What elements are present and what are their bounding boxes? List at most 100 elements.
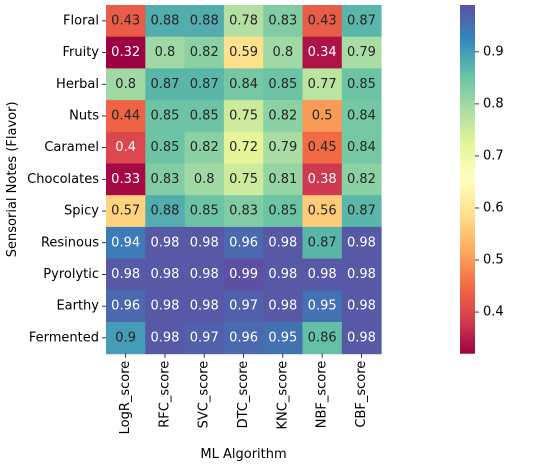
- cell-value-label: 0.98: [190, 235, 219, 250]
- x-tick-label: KNC_score: [275, 361, 290, 430]
- cell-value-label: 0.85: [150, 140, 179, 155]
- heatmap-cell: [223, 68, 264, 101]
- heatmap-cell: [223, 36, 264, 69]
- cell-value-label: 0.84: [347, 108, 376, 123]
- y-tick-label: Earthy: [56, 299, 99, 314]
- heatmap-cell: [223, 100, 264, 133]
- cell-value-label: 0.96: [111, 299, 140, 314]
- cell-value-label: 0.98: [111, 267, 140, 282]
- colorbar-tick-label: 0.5: [483, 253, 504, 268]
- heatmap-cell: [184, 290, 225, 323]
- heatmap-cell: [302, 5, 343, 38]
- heatmap-cell: [145, 226, 186, 260]
- y-tick-label: Floral: [63, 13, 99, 28]
- heatmap-cell: [223, 322, 264, 355]
- y-tick-label: Pyrolytic: [43, 267, 99, 282]
- cell-value-label: 0.85: [190, 204, 219, 219]
- heatmap-cell: [341, 163, 382, 196]
- heatmap-cell: [223, 226, 264, 260]
- cell-value-label: 0.84: [229, 77, 258, 92]
- heatmap-cell: [145, 290, 186, 323]
- colorbar-tick-label: 0.7: [483, 148, 504, 163]
- heatmap-cell: [263, 68, 303, 101]
- heatmap-cell: [145, 195, 186, 228]
- cell-value-label: 0.59: [229, 45, 258, 60]
- cell-value-label: 0.98: [150, 299, 179, 314]
- x-tick-label: LogR_score: [118, 361, 133, 435]
- cell-value-label: 0.82: [190, 45, 219, 60]
- heatmap-cell: [302, 100, 343, 133]
- heatmap-cell: [263, 226, 303, 260]
- heatmap-cell: [302, 258, 343, 291]
- x-axis-ticks: LogR_score RFC_score SVC_score DTC_score KNC…: [118, 353, 369, 435]
- cell-value-label: 0.79: [268, 140, 297, 155]
- heatmap-cell: [106, 226, 146, 260]
- heatmap-cell: [263, 258, 303, 291]
- heatmap-cell: [302, 195, 343, 228]
- colorbar-ticks: 0.4 0.5 0.6 0.7 0.8 0.9: [475, 44, 504, 320]
- cell-value-label: 0.34: [308, 45, 337, 60]
- heatmap-cell: [145, 68, 186, 101]
- cell-value-label: 0.75: [229, 108, 258, 123]
- cell-value-label: 0.33: [111, 172, 140, 187]
- heatmap-cell: [184, 36, 225, 69]
- cell-value-label: 0.98: [268, 267, 297, 282]
- cell-value-label: 0.94: [111, 235, 140, 250]
- cell-value-label: 0.87: [308, 235, 337, 250]
- y-tick-label: Fruity: [62, 45, 99, 60]
- heatmap-cell: [184, 195, 225, 228]
- heatmap-cell: [263, 131, 303, 164]
- heatmap-cell: [145, 131, 186, 164]
- heatmap-cell: [302, 226, 343, 260]
- heatmap-cell: [263, 36, 303, 69]
- cell-value-label: 0.98: [347, 267, 376, 282]
- heatmap-cell: [145, 163, 186, 196]
- heatmap-cell: [341, 226, 382, 260]
- cell-value-label: 0.98: [190, 299, 219, 314]
- cell-value-label: 0.83: [229, 204, 258, 219]
- heatmap-cell: [184, 322, 225, 355]
- heatmap-cell: [263, 290, 303, 323]
- x-tick-label: CBF_score: [354, 361, 369, 428]
- cell-value-label: 0.96: [229, 330, 258, 345]
- cell-value-label: 0.43: [308, 13, 337, 28]
- heatmap-cell: [106, 163, 146, 196]
- y-tick-label: Nuts: [69, 108, 99, 123]
- x-tick-label: DTC_score: [236, 361, 251, 429]
- cell-value-label: 0.8: [155, 45, 176, 60]
- heatmap-cell: [263, 5, 303, 38]
- cell-value-label: 0.81: [268, 172, 297, 187]
- cell-value-label: 0.85: [347, 77, 376, 92]
- heatmap-cell: [106, 195, 146, 228]
- heatmap-cell: [302, 163, 343, 196]
- cell-value-label: 0.9: [115, 330, 136, 345]
- cell-value-label: 0.56: [308, 204, 337, 219]
- heatmap-cell: [145, 5, 186, 38]
- cell-value-label: 0.83: [150, 172, 179, 187]
- heatmap-cell: [106, 290, 146, 323]
- heatmap-cell: [106, 5, 146, 38]
- cell-value-label: 0.83: [268, 13, 297, 28]
- heatmap-cell: [341, 131, 382, 164]
- heatmap-cell: [106, 68, 146, 101]
- y-tick-label: Chocolates: [27, 172, 99, 187]
- cell-value-label: 0.78: [229, 13, 258, 28]
- heatmap-cell: [302, 322, 343, 355]
- cell-value-label: 0.4: [115, 140, 136, 155]
- heatmap-cell: [263, 322, 303, 355]
- cell-value-label: 0.97: [229, 299, 258, 314]
- colorbar-gradient: [460, 5, 475, 354]
- heatmap-cell: [184, 163, 225, 196]
- heatmap-cell: [263, 195, 303, 228]
- heatmap-cell: [263, 163, 303, 196]
- heatmap-cell: [184, 131, 225, 164]
- cell-value-label: 0.85: [190, 108, 219, 123]
- cell-value-label: 0.8: [115, 77, 136, 92]
- x-tick-label: SVC_score: [197, 361, 212, 429]
- cell-value-label: 0.98: [347, 330, 376, 345]
- x-axis-title: ML Algorithm: [200, 447, 286, 462]
- cell-value-label: 0.95: [308, 299, 337, 314]
- heatmap-cell: [106, 100, 146, 133]
- heatmap-cell: [223, 258, 264, 291]
